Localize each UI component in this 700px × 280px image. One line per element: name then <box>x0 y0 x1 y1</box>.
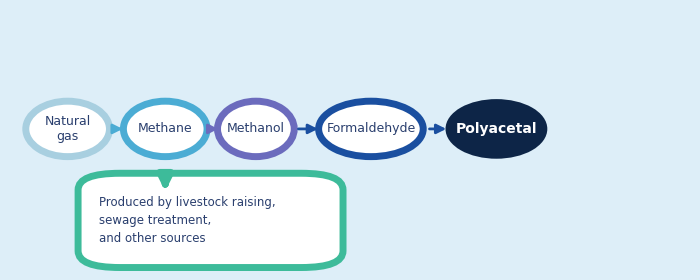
Text: Formaldehyde: Formaldehyde <box>326 122 416 136</box>
Ellipse shape <box>218 101 294 157</box>
FancyBboxPatch shape <box>78 173 343 267</box>
Ellipse shape <box>318 101 424 157</box>
Text: Methanol: Methanol <box>227 122 285 136</box>
Ellipse shape <box>26 101 109 157</box>
Text: Natural
gas: Natural gas <box>45 115 91 143</box>
Text: Produced by livestock raising,
sewage treatment,
and other sources: Produced by livestock raising, sewage tr… <box>99 196 276 245</box>
Text: Methane: Methane <box>138 122 192 136</box>
Ellipse shape <box>447 101 545 157</box>
Text: Polyacetal: Polyacetal <box>456 122 537 136</box>
Ellipse shape <box>123 101 207 157</box>
